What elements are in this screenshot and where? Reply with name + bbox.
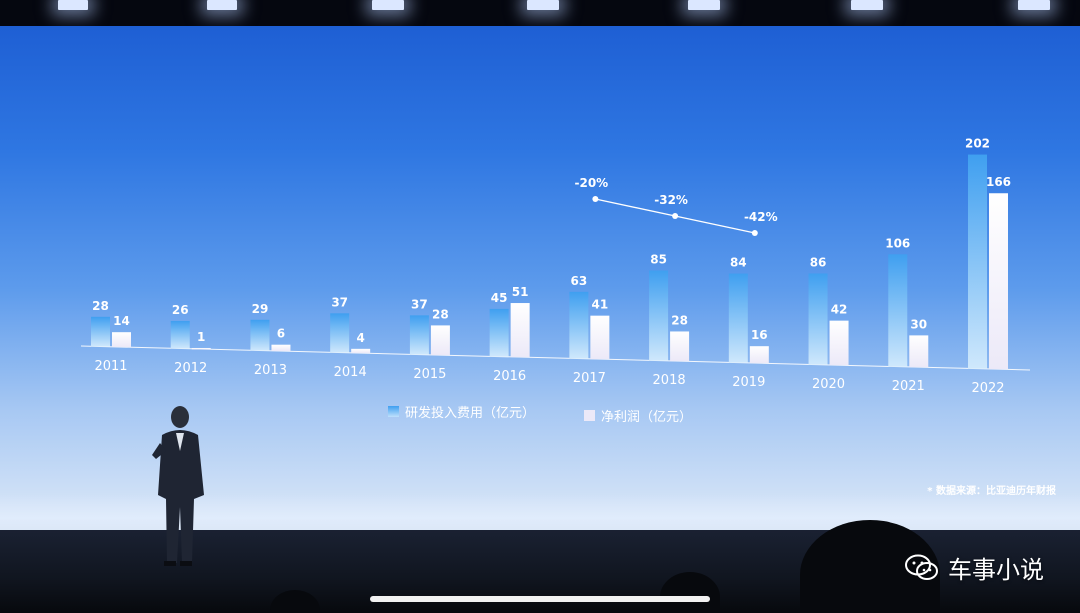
- label-rd-2019: 84: [730, 256, 747, 270]
- tick-2015: 2015: [413, 367, 446, 382]
- legend-profit: 净利润（亿元）: [584, 406, 692, 425]
- label-profit-2018: 28: [671, 313, 688, 327]
- label-rd-2011: 28: [92, 299, 109, 313]
- label-rd-2017: 63: [571, 274, 588, 288]
- audience-head-left: [270, 590, 320, 613]
- tick-2017: 2017: [573, 371, 606, 386]
- label-profit-2015: 28: [432, 307, 449, 321]
- label-profit-2012: 1: [197, 330, 205, 344]
- label-profit-2014: 4: [357, 331, 365, 345]
- trend-point-2018: [672, 213, 679, 219]
- stage-light: [1018, 0, 1050, 10]
- bar-profit-2011: [112, 332, 131, 348]
- label-rd-2018: 85: [650, 253, 667, 267]
- bar-profit-2020: [829, 320, 849, 366]
- trend-label-2018: -32%: [654, 193, 688, 207]
- bar-rd-2013: [250, 319, 270, 351]
- bar-rd-2018: [649, 270, 669, 361]
- trend-point-2019: [751, 230, 758, 236]
- stage-lights: [0, 0, 1080, 26]
- label-profit-2020: 42: [831, 303, 848, 317]
- bar-profit-2022: [989, 193, 1008, 370]
- stage-light: [58, 0, 88, 10]
- wechat-icon: [905, 554, 938, 580]
- watermark: 车事小说: [904, 550, 1044, 585]
- tick-2018: 2018: [653, 373, 686, 388]
- tick-2011: 2011: [94, 359, 127, 374]
- label-rd-2014: 37: [331, 295, 348, 309]
- bar-rd-2012: [170, 320, 190, 349]
- bar-rd-2017: [569, 291, 589, 359]
- bar-profit-2012: [191, 347, 211, 350]
- audience-head-center: [660, 572, 720, 613]
- bar-rd-2022: [968, 154, 987, 369]
- tick-2012: 2012: [174, 361, 207, 376]
- speaker-figure: [152, 406, 204, 566]
- trend-label-2019: -42%: [744, 210, 778, 224]
- bar-rd-2016: [489, 308, 509, 357]
- home-indicator[interactable]: [370, 596, 710, 602]
- label-rd-2020: 86: [810, 255, 827, 269]
- label-profit-2022: 166: [986, 175, 1011, 189]
- audience-head-right: [800, 520, 940, 613]
- label-profit-2019: 16: [751, 328, 768, 342]
- bar-rd-2021: [888, 254, 908, 367]
- legend-profit-label: 净利润（亿元）: [601, 410, 693, 425]
- tick-2016: 2016: [493, 369, 526, 384]
- bar-profit-2019: [749, 346, 769, 364]
- tick-2013: 2013: [254, 363, 287, 378]
- watermark-text: 车事小说: [948, 556, 1044, 584]
- bar-profit-2021: [909, 335, 929, 368]
- bar-profit-2013: [271, 344, 291, 352]
- trend-point-2017: [592, 196, 599, 202]
- bar-profit-2017: [590, 315, 610, 360]
- trend-label-2017: -20%: [575, 176, 609, 190]
- label-rd-2021: 106: [885, 236, 910, 250]
- label-rd-2015: 37: [411, 297, 428, 311]
- label-rd-2013: 29: [252, 302, 269, 316]
- bar-rd-2011: [91, 316, 110, 347]
- stage-light: [527, 0, 559, 10]
- bar-profit-2015: [430, 325, 450, 356]
- bar-profit-2018: [670, 331, 690, 362]
- label-rd-2016: 45: [491, 291, 508, 305]
- label-profit-2021: 30: [910, 317, 927, 331]
- source-note: * 数据来源：比亚迪历年财报: [927, 486, 1056, 497]
- bar-rd-2015: [409, 315, 429, 355]
- label-profit-2011: 14: [113, 314, 130, 328]
- tick-2014: 2014: [334, 365, 367, 380]
- bar-profit-2014: [351, 348, 371, 354]
- stage-light: [207, 0, 237, 10]
- legend-rd-label: 研发投入费用（亿元）: [405, 406, 536, 421]
- label-profit-2017: 41: [592, 298, 609, 312]
- stage-light: [688, 0, 720, 10]
- legend-profit-swatch: [584, 410, 595, 421]
- chart-baseline: [80, 345, 1031, 371]
- label-rd-2022: 202: [965, 137, 990, 151]
- bar-rd-2020: [808, 273, 828, 365]
- bar-rd-2014: [330, 313, 350, 353]
- stage-light: [372, 0, 404, 10]
- legend-rd-swatch: [388, 406, 399, 417]
- bar-rd-2019: [728, 273, 748, 363]
- stage-light: [851, 0, 883, 10]
- tick-2022: 2022: [971, 381, 1004, 396]
- bar-profit-2016: [510, 303, 530, 358]
- legend-rd: 研发投入费用（亿元）: [388, 402, 535, 421]
- tick-2019: 2019: [732, 375, 765, 390]
- label-rd-2012: 26: [172, 303, 189, 317]
- label-profit-2016: 51: [512, 285, 529, 299]
- label-profit-2013: 6: [277, 327, 285, 341]
- tick-2021: 2021: [892, 379, 925, 394]
- tick-2020: 2020: [812, 377, 845, 392]
